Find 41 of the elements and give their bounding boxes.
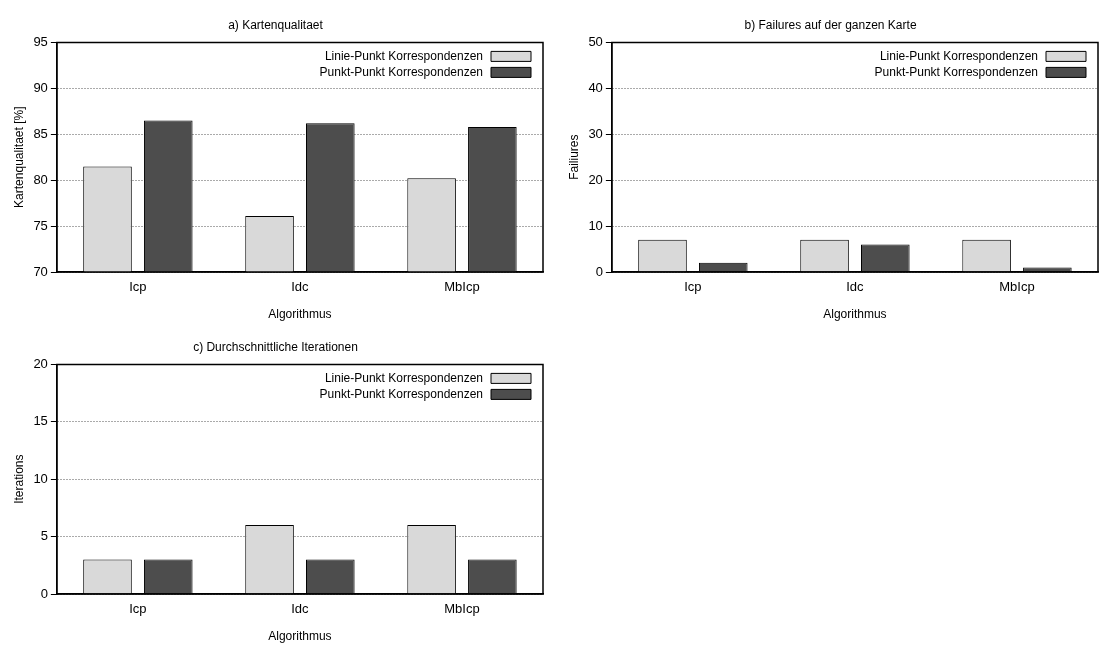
y-tick-label: 5 — [40, 528, 48, 544]
chart-title: b) Failures auf der ganzen Karte — [744, 17, 917, 32]
y-tick-label: 20 — [33, 355, 48, 371]
y-tick-label: 0 — [40, 585, 48, 601]
y-tick-label: 15 — [33, 413, 48, 429]
x-tick-label: Idc — [846, 279, 865, 295]
x-tick-label: Icp — [129, 279, 147, 295]
x-tick-label: MbIcp — [444, 279, 480, 295]
x-tick-label: Idc — [291, 601, 310, 617]
y-tick-label: 0 — [595, 263, 603, 279]
y-tick-label: 20 — [588, 171, 603, 187]
legend-label: Punkt-Punkt Korrespondenzen — [874, 64, 1038, 79]
y-tick-label: 75 — [33, 217, 48, 233]
y-tick-label: 80 — [33, 171, 48, 187]
x-tick-label: Icp — [129, 601, 147, 617]
y-tick-label: 10 — [33, 470, 48, 486]
chart-title: c) Durchschnittliche Iterationen — [193, 339, 358, 354]
x-axis-title: Algorithmus — [268, 307, 332, 322]
x-axis-title: Algorithmus — [823, 307, 887, 322]
y-tick-label: 95 — [33, 33, 48, 49]
legend-label: Linie-Punkt Korrespondenzen — [879, 48, 1038, 63]
y-tick-label: 85 — [33, 125, 48, 141]
x-axis-title: Algorithmus — [268, 629, 332, 644]
legend-label: Linie-Punkt Korrespondenzen — [324, 48, 483, 63]
y-tick-label: 50 — [588, 33, 603, 49]
chart-title: a) Kartenqualitaet — [228, 17, 324, 32]
x-tick-label: Icp — [684, 279, 702, 295]
x-tick-label: MbIcp — [444, 601, 480, 617]
y-axis-title: Kartenqualitaet [%] — [11, 106, 26, 208]
y-axis-title: Iterations — [11, 454, 26, 504]
y-tick-label: 70 — [33, 263, 48, 279]
legend-label: Punkt-Punkt Korrespondenzen — [319, 386, 483, 401]
y-tick-label: 90 — [33, 79, 48, 95]
y-tick-label: 10 — [588, 217, 603, 233]
y-axis-title: Failiures — [566, 134, 581, 180]
legend-label: Linie-Punkt Korrespondenzen — [324, 370, 483, 385]
x-tick-label: MbIcp — [999, 279, 1035, 295]
y-tick-label: 30 — [588, 125, 603, 141]
y-tick-label: 40 — [588, 79, 603, 95]
legend-label: Punkt-Punkt Korrespondenzen — [319, 64, 483, 79]
x-tick-label: Idc — [291, 279, 310, 295]
